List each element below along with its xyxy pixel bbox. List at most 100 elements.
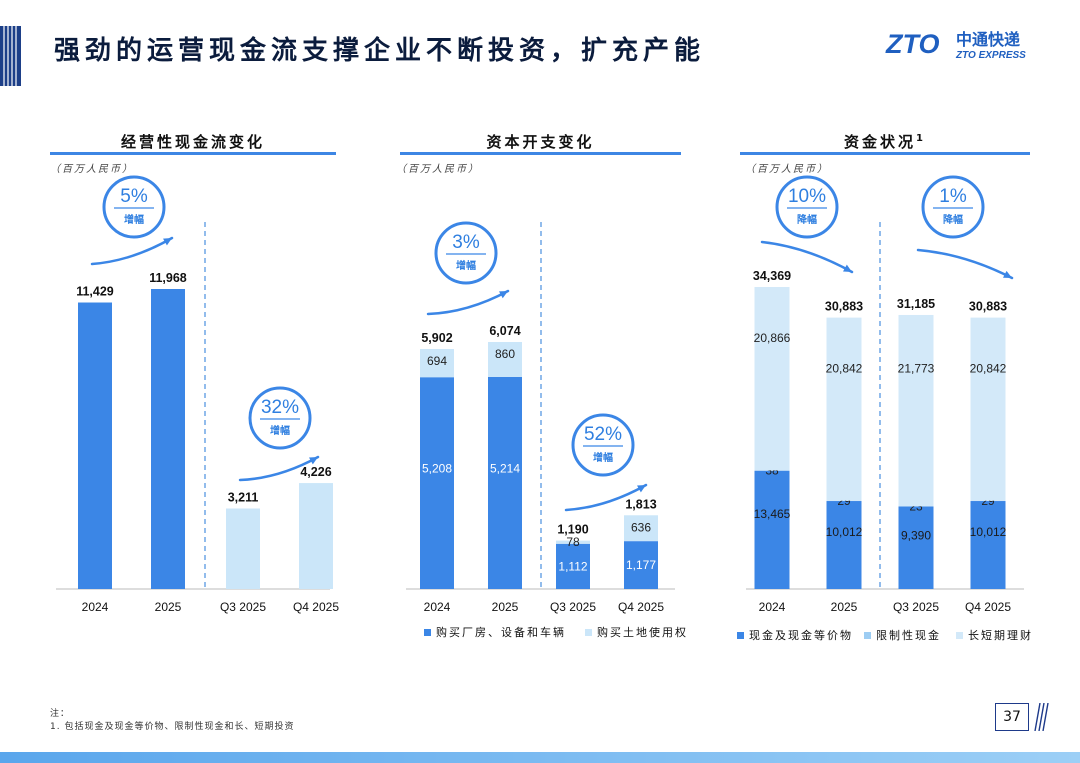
change-badge-1-0	[102, 175, 166, 239]
segment-value-label: 694	[427, 354, 447, 368]
bar-value-label: 11,968	[149, 271, 187, 285]
panel3-title: 资金状况1	[740, 131, 1030, 152]
segment-value-label: 860	[495, 347, 515, 361]
header-stripes-decoration	[0, 26, 21, 86]
bar-value-label: 4,226	[300, 465, 331, 479]
bar-segment-3-0-3	[970, 501, 1006, 589]
trend-arrow-1-1	[238, 455, 320, 482]
legend-label: 购买土地使用权	[597, 625, 688, 639]
category-label: 2024	[82, 600, 109, 614]
bar-total-label: 30,883	[825, 300, 863, 314]
bar-total-label: 34,369	[753, 269, 791, 283]
bar-total-label: 1,190	[557, 523, 588, 537]
change-badge-3-1	[921, 175, 985, 239]
category-label: 2025	[155, 600, 182, 614]
trend-arrow-head-2-1	[637, 485, 646, 493]
category-label: Q4 2025	[293, 600, 339, 614]
legend-label: 限制性现金	[876, 628, 941, 642]
change-badge-label: 增幅	[124, 213, 144, 226]
panel1-title-rule	[50, 152, 336, 155]
segment-value-label: 78	[566, 535, 580, 549]
panel1-title: 经营性现金流变化	[120, 133, 265, 151]
segment-value-label: 10,012	[826, 525, 863, 539]
segment-value-label: 20,842	[970, 362, 1007, 376]
category-label: Q3 2025	[550, 600, 596, 614]
panel3-title-rule	[740, 152, 1030, 155]
change-badge-2-1	[571, 413, 635, 477]
legend-label: 购买厂房、设备和车辆	[436, 625, 566, 639]
bar-segment-3-2-2	[898, 314, 934, 507]
segment-value-label: 10,012	[970, 525, 1007, 539]
trend-arrow-head-1-1	[309, 457, 318, 465]
bar-segment-3-0-0	[754, 470, 790, 589]
bar-value-label: 11,429	[76, 285, 114, 299]
category-label: 2024	[759, 600, 786, 614]
legend-swatch-3-2	[956, 632, 963, 639]
category-label: Q3 2025	[220, 600, 266, 614]
panel2-unit: （百万人民币）	[396, 164, 480, 175]
change-badge-label: 增幅	[456, 259, 476, 272]
bar-1-0	[78, 302, 112, 589]
legend-swatch-3-0	[737, 632, 744, 639]
trend-arrow-3-1	[916, 248, 1014, 280]
trend-arrow-3-0	[760, 240, 854, 274]
page-title: 强劲的运营现金流支撑企业不断投资，扩充产能	[54, 36, 706, 66]
bar-segment-2-1-3	[624, 515, 658, 542]
category-label: Q3 2025	[893, 600, 939, 614]
panel3-title-footnote-mark: 1	[916, 133, 926, 144]
segment-value-label: 1,112	[558, 559, 587, 573]
zto-logo: ZTO 中通快递 ZTO EXPRESS	[885, 29, 1026, 61]
bottom-bar-decoration	[0, 752, 1080, 763]
panel1-unit: （百万人民币）	[50, 164, 134, 175]
category-label: 2024	[424, 600, 451, 614]
footnote-label: 注：	[50, 709, 71, 719]
page-number-stripes-decoration	[1034, 703, 1049, 731]
bar-total-label: 5,902	[421, 331, 452, 345]
change-badge-pct: 32%	[261, 397, 299, 418]
bar-total-label: 31,185	[897, 297, 935, 311]
panel3-unit: （百万人民币）	[745, 164, 829, 175]
bar-segment-3-0-1	[826, 501, 862, 589]
bar-segment-2-1-0	[420, 348, 454, 378]
category-label: 2025	[831, 600, 858, 614]
bar-segment-2-0-3	[624, 541, 658, 589]
svg-text:中通快递: 中通快递	[956, 30, 1020, 49]
segment-value-label: 9,390	[901, 528, 931, 542]
svg-text:ZTO EXPRESS: ZTO EXPRESS	[955, 50, 1026, 61]
change-badge-pct: 10%	[788, 186, 826, 207]
legend-swatch-2-0	[424, 629, 431, 636]
segment-value-label: 13,465	[754, 507, 791, 521]
bar-total-label: 6,074	[489, 324, 520, 338]
segment-value-label: 21,773	[898, 361, 935, 375]
category-label: Q4 2025	[618, 600, 664, 614]
segment-value-label: 1,177	[626, 558, 656, 572]
segment-value-label: 5,208	[422, 462, 452, 476]
change-badge-2-0	[434, 221, 498, 285]
footnote: 注： 1. 包括现金及现金等价物、限制性现金和长、短期投资	[50, 708, 294, 734]
bar-1-1	[151, 289, 185, 589]
change-badge-pct: 5%	[120, 186, 148, 207]
change-badge-3-0	[775, 175, 839, 239]
panel2-title: 资本开支变化	[486, 133, 595, 151]
bar-segment-2-0-1	[488, 376, 522, 589]
change-badge-label: 降幅	[943, 213, 963, 226]
bar-segment-2-1-2	[556, 540, 590, 544]
bar-value-label: 3,211	[228, 491, 259, 505]
change-badge-pct: 3%	[452, 232, 480, 253]
bar-segment-3-2-3	[970, 317, 1006, 501]
category-label: 2025	[492, 600, 519, 614]
segment-value-label: 636	[631, 520, 651, 534]
panel2-title-rule	[400, 152, 681, 155]
category-label: Q4 2025	[965, 600, 1011, 614]
bar-total-label: 1,813	[625, 497, 656, 511]
segment-value-label: 20,866	[754, 331, 791, 345]
bar-segment-2-0-0	[420, 377, 454, 589]
bar-1-3	[299, 483, 333, 589]
bar-segment-3-0-2	[898, 506, 934, 589]
trend-arrow-2-1	[564, 483, 648, 512]
change-badge-pct: 1%	[939, 186, 967, 207]
change-badge-pct: 52%	[584, 424, 622, 445]
change-badge-label: 降幅	[797, 213, 817, 226]
footnote-text: 1. 包括现金及现金等价物、限制性现金和长、短期投资	[50, 722, 295, 732]
trend-arrow-1-0	[90, 236, 174, 266]
